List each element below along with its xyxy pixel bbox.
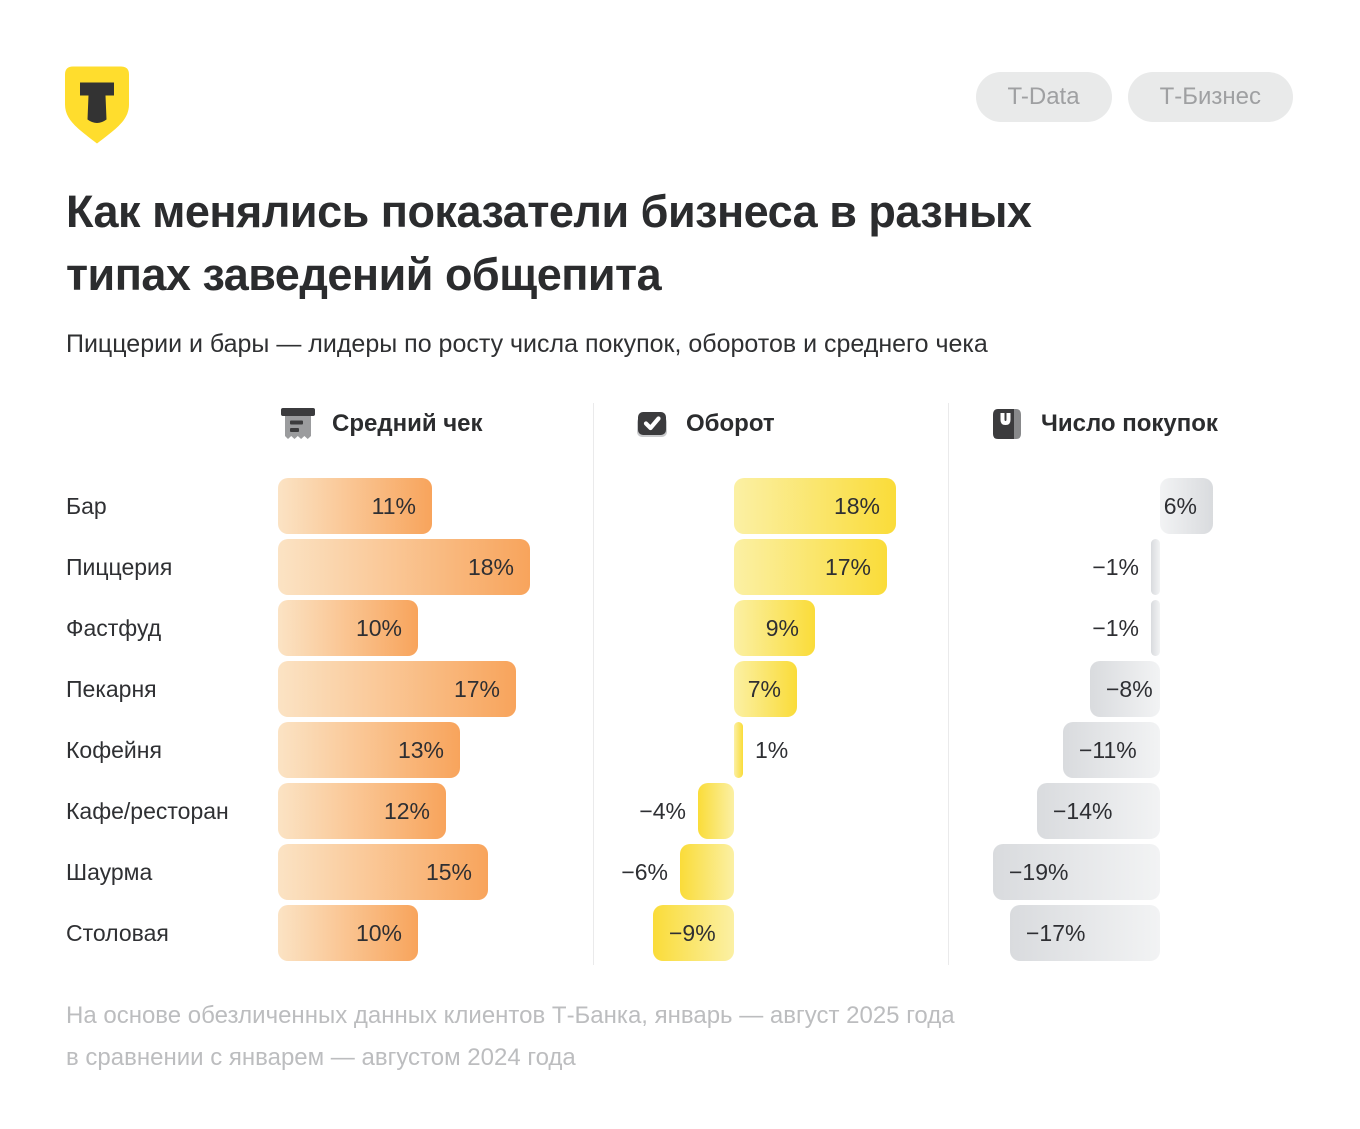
- badge-t-data: T-Data: [975, 72, 1112, 122]
- column-header-turnover: Оборот: [635, 403, 775, 445]
- badge-group: T-Data Т-Бизнес: [975, 72, 1293, 122]
- category-label: Столовая: [66, 919, 169, 946]
- footnote-line2: в сравнении с январем — августом 2024 го…: [66, 1044, 576, 1071]
- footnote-line1: На основе обезличенных данных клиентов Т…: [66, 1002, 955, 1029]
- bar: [993, 844, 1160, 900]
- bar: [278, 478, 432, 534]
- bar-value-label: 7%: [747, 675, 781, 702]
- category-label: Шаурма: [66, 858, 153, 885]
- column-header-average-check: Средний чек: [281, 403, 483, 445]
- category-label: Кофейня: [66, 736, 162, 763]
- bar-value-label: 18%: [467, 553, 514, 580]
- badge-t-business: Т-Бизнес: [1127, 72, 1293, 122]
- receipt-icon: [281, 406, 315, 442]
- bar: [278, 722, 460, 778]
- bar-value-label: 17%: [824, 553, 871, 580]
- column-header-label: Оборот: [686, 410, 775, 437]
- bar: [680, 844, 734, 900]
- bar-value-label: −4%: [639, 797, 686, 824]
- bar: [734, 661, 797, 717]
- column-divider: [593, 403, 594, 965]
- bar-value-label: 15%: [425, 858, 472, 885]
- bar-value-label: 1%: [755, 736, 789, 763]
- bar-value-label: −14%: [1053, 797, 1113, 824]
- bar: [278, 905, 418, 961]
- bar: [734, 539, 887, 595]
- page-title-line2: типах заведений общепита: [66, 249, 662, 300]
- bar: [278, 600, 418, 656]
- bar-value-label: 13%: [397, 736, 444, 763]
- bar: [1151, 600, 1160, 656]
- category-label: Кафе/ресторан: [66, 797, 229, 824]
- bar: [1063, 722, 1160, 778]
- bar-value-label: −9%: [669, 919, 716, 946]
- column-header-label: Средний чек: [332, 410, 483, 437]
- bar-value-label: 12%: [383, 797, 430, 824]
- page-title: Как менялись показатели бизнеса в разных…: [66, 180, 1236, 306]
- page-title-line1: Как менялись показатели бизнеса в разных: [66, 186, 1032, 237]
- bar: [278, 539, 530, 595]
- bar: [1010, 905, 1160, 961]
- bar: [1160, 478, 1213, 534]
- bar-value-label: −1%: [1092, 553, 1139, 580]
- category-label: Фастфуд: [66, 614, 162, 641]
- bar-value-label: 10%: [355, 614, 402, 641]
- bar: [1090, 661, 1160, 717]
- category-label: Пиццерия: [66, 553, 173, 580]
- card-check-icon: [635, 406, 669, 442]
- bar: [734, 600, 815, 656]
- bar-value-label: −6%: [621, 858, 668, 885]
- bar: [698, 783, 734, 839]
- bar-value-label: −1%: [1092, 614, 1139, 641]
- category-label: Пекарня: [66, 675, 157, 702]
- bar-value-label: 6%: [1163, 492, 1197, 519]
- bar: [653, 905, 734, 961]
- bar-value-label: −19%: [1009, 858, 1069, 885]
- bar: [278, 844, 488, 900]
- bar: [278, 783, 446, 839]
- column-header-purchase-count: Число покупок: [990, 403, 1218, 445]
- column-header-label: Число покупок: [1041, 410, 1218, 437]
- shopping-bag-icon: [990, 406, 1024, 442]
- footnote: На основе обезличенных данных клиентов Т…: [66, 995, 955, 1079]
- bar-value-label: 17%: [453, 675, 500, 702]
- bar-value-label: 11%: [371, 492, 416, 519]
- bar: [278, 661, 516, 717]
- category-label: Бар: [66, 492, 107, 519]
- bar-value-label: 10%: [355, 919, 402, 946]
- subtitle: Пиццерии и бары — лидеры по росту числа …: [66, 330, 988, 358]
- bar: [1151, 539, 1160, 595]
- bar: [1037, 783, 1160, 839]
- bar-value-label: −8%: [1106, 675, 1153, 702]
- bar-value-label: −11%: [1079, 736, 1137, 763]
- bar-value-label: −17%: [1026, 919, 1086, 946]
- column-divider: [948, 403, 949, 965]
- bar: [734, 478, 896, 534]
- t-bank-logo: [65, 66, 129, 144]
- bar: [734, 722, 743, 778]
- bar-value-label: 9%: [765, 614, 799, 641]
- bar-value-label: 18%: [833, 492, 880, 519]
